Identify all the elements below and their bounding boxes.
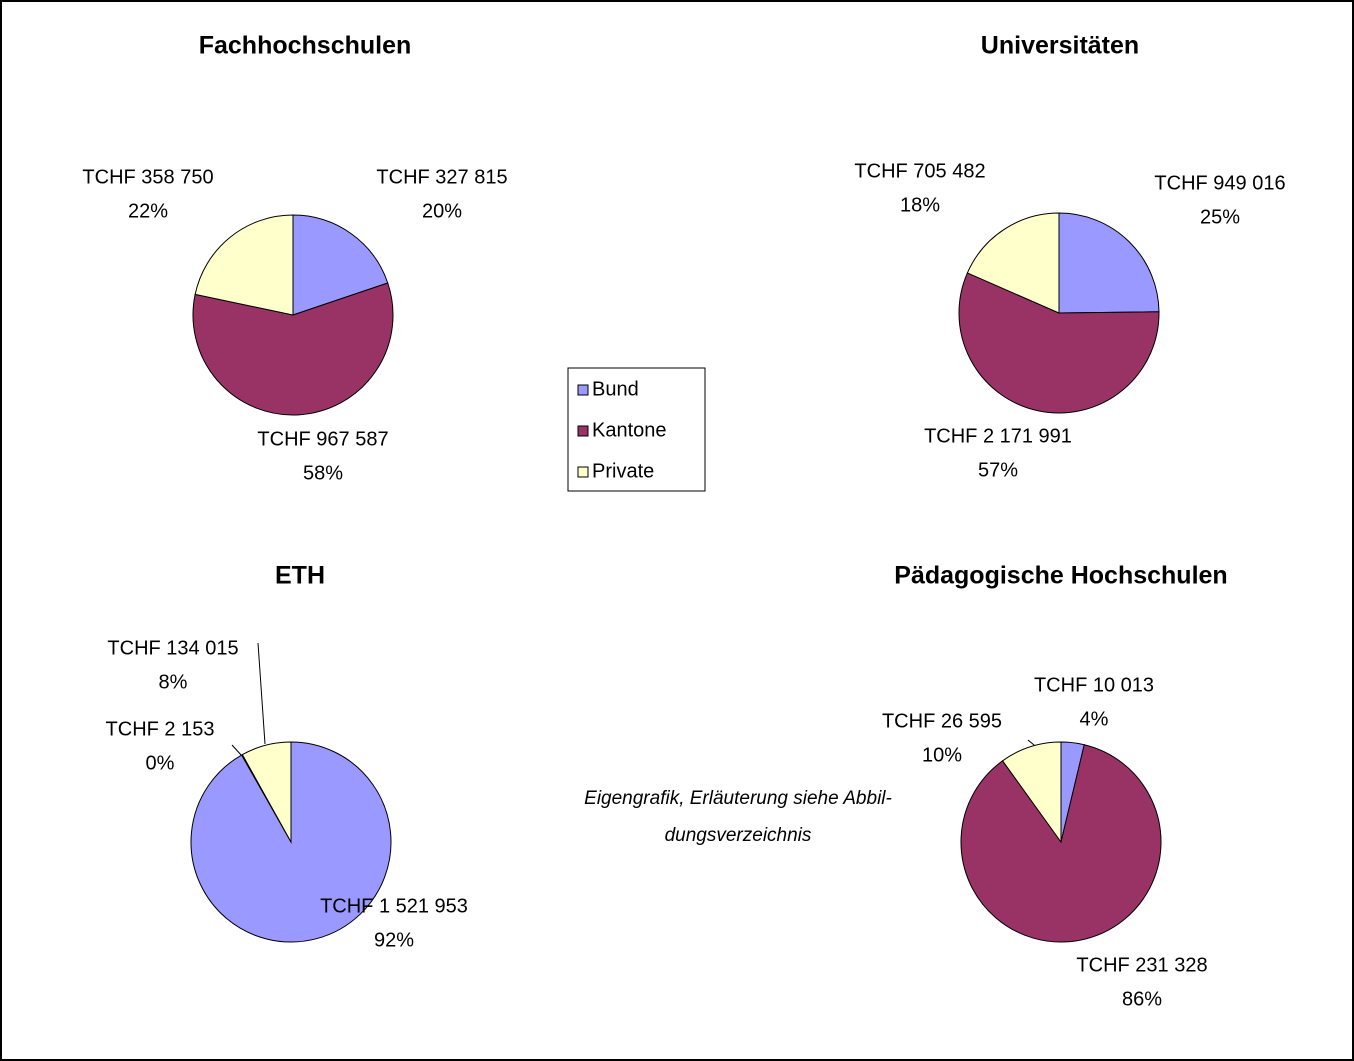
percent-label: 86% [1122, 988, 1162, 1010]
pie-slice [1001, 741, 1062, 844]
legend-label: Kantone [592, 419, 667, 441]
pie-slice [292, 214, 389, 316]
percent-label: 18% [900, 194, 940, 216]
value-label: TCHF 134 015 [107, 637, 238, 659]
leader-line [257, 642, 266, 745]
pie-slice [241, 741, 292, 844]
percent-label: 4% [1080, 708, 1109, 730]
percent-label: 58% [303, 462, 343, 484]
chart-title: Pädagogische Hochschulen [894, 562, 1227, 590]
footnote: Eigengrafik, Erläuterung siehe Abbil- [584, 788, 892, 809]
percent-label: 8% [159, 671, 188, 693]
chart-title: Universitäten [981, 32, 1139, 60]
value-label: TCHF 327 815 [376, 166, 507, 188]
value-label: TCHF 26 595 [882, 710, 1002, 732]
pie-slice [960, 744, 1162, 943]
legend-label: Bund [592, 378, 639, 400]
pie-slice [958, 272, 1160, 414]
legend-swatch [577, 425, 589, 437]
legend-label: Private [592, 460, 654, 482]
leader-line [231, 744, 243, 757]
percent-label: 92% [374, 929, 414, 951]
value-label: TCHF 967 587 [257, 428, 388, 450]
percent-label: 25% [1200, 206, 1240, 228]
value-label: TCHF 1 521 953 [320, 895, 468, 917]
percent-label: 0% [146, 752, 175, 774]
percent-label: 20% [422, 200, 462, 222]
legend-swatch [577, 384, 589, 396]
pie-slice [1058, 212, 1160, 314]
pie-slice [194, 214, 294, 316]
legend-swatch [577, 466, 589, 478]
footnote: dungsverzeichnis [665, 825, 812, 846]
percent-label: 57% [978, 459, 1018, 481]
value-label: TCHF 2 171 991 [924, 425, 1072, 447]
percent-label: 22% [128, 200, 168, 222]
value-label: TCHF 705 482 [854, 160, 985, 182]
legend-box [567, 367, 706, 492]
percent-label: 10% [922, 744, 962, 766]
chart-title: ETH [275, 562, 325, 590]
chart-title: Fachhochschulen [199, 32, 412, 60]
value-label: TCHF 358 750 [82, 166, 213, 188]
pie-slice [966, 212, 1060, 314]
pie-slice [192, 282, 394, 416]
value-label: TCHF 10 013 [1034, 674, 1154, 696]
value-label: TCHF 2 153 [106, 718, 215, 740]
value-label: TCHF 949 016 [1154, 172, 1285, 194]
value-label: TCHF 231 328 [1076, 954, 1207, 976]
